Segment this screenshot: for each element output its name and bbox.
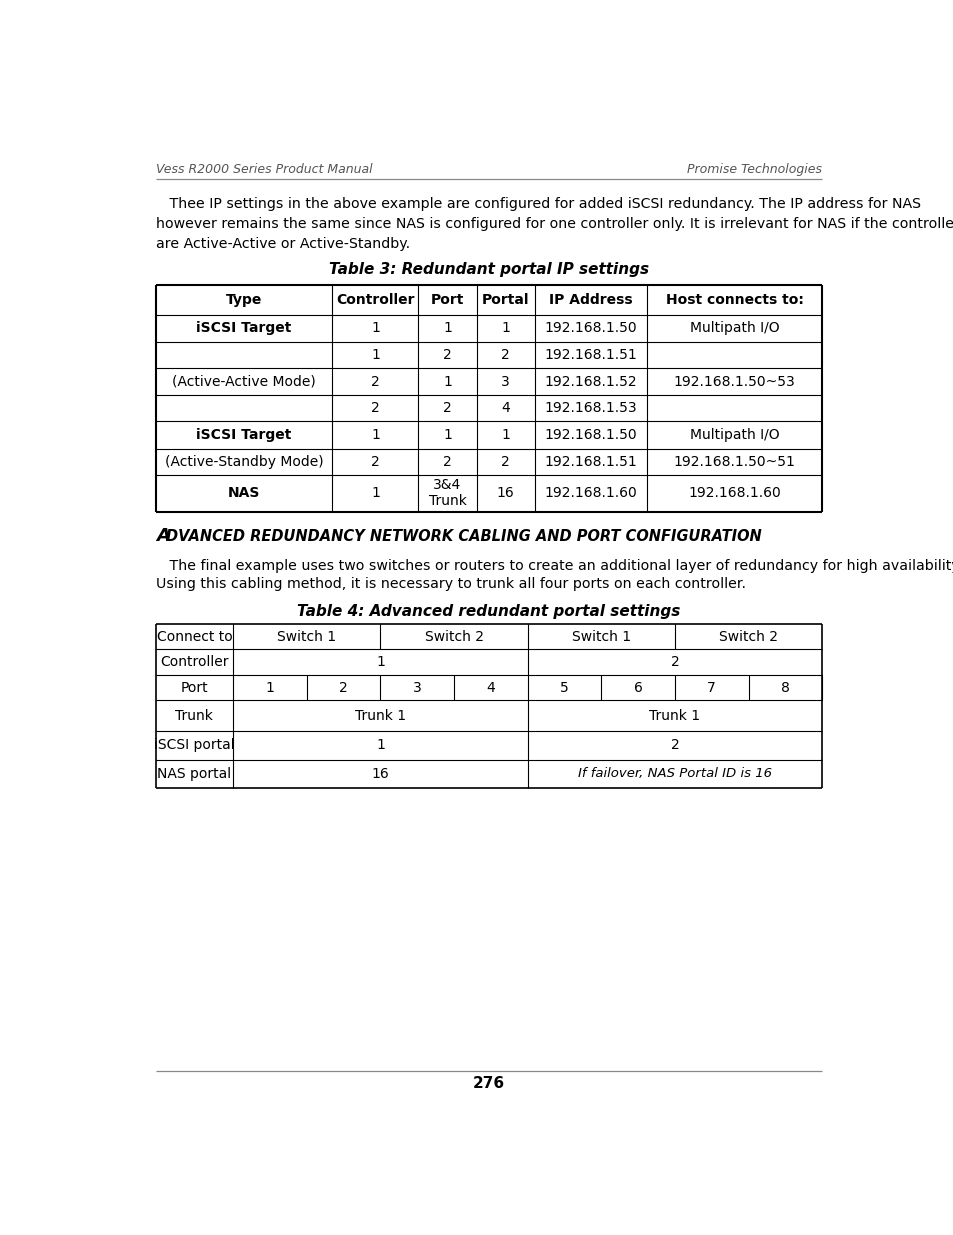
Text: iSCSI Target: iSCSI Target [196, 321, 292, 336]
Text: The final example uses two switches or routers to create an additional layer of : The final example uses two switches or r… [155, 558, 953, 573]
Text: Multipath I/O: Multipath I/O [689, 321, 779, 336]
Text: 192.168.1.51: 192.168.1.51 [544, 348, 637, 362]
Text: 1: 1 [371, 427, 379, 442]
Text: Using this cabling method, it is necessary to trunk all four ports on each contr: Using this cabling method, it is necessa… [155, 577, 745, 592]
Text: are Active-Active or Active-Standby.: are Active-Active or Active-Standby. [155, 237, 410, 251]
Text: Port: Port [180, 680, 208, 694]
Text: 192.168.1.50: 192.168.1.50 [544, 427, 637, 442]
Text: 1: 1 [371, 487, 379, 500]
Text: Trunk: Trunk [175, 709, 213, 722]
Text: Controller: Controller [335, 293, 415, 306]
Text: 192.168.1.60: 192.168.1.60 [544, 487, 637, 500]
Text: 2: 2 [670, 739, 679, 752]
Text: Type: Type [226, 293, 262, 306]
Text: Vess R2000 Series Product Manual: Vess R2000 Series Product Manual [155, 163, 372, 177]
Text: Thee IP settings in the above example are configured for added iSCSI redundancy.: Thee IP settings in the above example ar… [155, 196, 920, 211]
Text: Trunk 1: Trunk 1 [649, 709, 700, 722]
Text: 276: 276 [473, 1076, 504, 1092]
Text: Port: Port [431, 293, 464, 306]
Text: If failover, NAS Portal ID is 16: If failover, NAS Portal ID is 16 [578, 767, 771, 781]
Text: (Active-Standby Mode): (Active-Standby Mode) [165, 454, 323, 468]
Text: 1: 1 [442, 427, 452, 442]
Text: 16: 16 [371, 767, 389, 781]
Text: Switch 1: Switch 1 [571, 630, 630, 643]
Text: iSCSI portal: iSCSI portal [154, 739, 234, 752]
Text: 16: 16 [497, 487, 514, 500]
Text: 7: 7 [706, 680, 716, 694]
Text: Multipath I/O: Multipath I/O [689, 427, 779, 442]
Text: 192.168.1.50~51: 192.168.1.50~51 [673, 454, 795, 468]
Text: 2: 2 [339, 680, 348, 694]
Text: 192.168.1.50~53: 192.168.1.50~53 [673, 374, 795, 389]
Text: Promise Technologies: Promise Technologies [686, 163, 821, 177]
Text: NAS: NAS [228, 487, 260, 500]
Text: 2: 2 [371, 454, 379, 468]
Text: 4: 4 [500, 400, 510, 415]
Text: 6: 6 [633, 680, 642, 694]
Text: Controller: Controller [160, 656, 229, 669]
Text: 3: 3 [413, 680, 421, 694]
Text: A: A [155, 527, 170, 546]
Text: 3&4
Trunk: 3&4 Trunk [428, 478, 466, 509]
Text: NAS portal: NAS portal [157, 767, 232, 781]
Text: 1: 1 [442, 374, 452, 389]
Text: IP Address: IP Address [548, 293, 632, 306]
Text: 2: 2 [670, 656, 679, 669]
Text: 192.168.1.60: 192.168.1.60 [687, 487, 781, 500]
Text: Trunk 1: Trunk 1 [355, 709, 406, 722]
Text: Portal: Portal [481, 293, 529, 306]
Text: 2: 2 [442, 400, 452, 415]
Text: 1: 1 [500, 427, 510, 442]
Text: 1: 1 [500, 321, 510, 336]
Text: 1: 1 [375, 656, 384, 669]
Text: DVANCED REDUNDANCY NETWORK CABLING AND PORT CONFIGURATION: DVANCED REDUNDANCY NETWORK CABLING AND P… [166, 529, 760, 543]
Text: however remains the same since NAS is configured for one controller only. It is : however remains the same since NAS is co… [155, 216, 953, 231]
Text: 192.168.1.53: 192.168.1.53 [544, 400, 637, 415]
Text: 5: 5 [559, 680, 568, 694]
Text: 1: 1 [265, 680, 274, 694]
Text: iSCSI Target: iSCSI Target [196, 427, 292, 442]
Text: 2: 2 [442, 454, 452, 468]
Text: Connect to: Connect to [156, 630, 233, 643]
Text: (Active-Active Mode): (Active-Active Mode) [172, 374, 315, 389]
Text: Switch 1: Switch 1 [277, 630, 336, 643]
Text: 4: 4 [486, 680, 495, 694]
Text: 192.168.1.51: 192.168.1.51 [544, 454, 637, 468]
Text: 2: 2 [371, 400, 379, 415]
Text: Table 3: Redundant portal IP settings: Table 3: Redundant portal IP settings [329, 262, 648, 278]
Text: Switch 2: Switch 2 [424, 630, 483, 643]
Text: Host connects to:: Host connects to: [665, 293, 802, 306]
Text: 192.168.1.52: 192.168.1.52 [544, 374, 637, 389]
Text: Table 4: Advanced redundant portal settings: Table 4: Advanced redundant portal setti… [297, 604, 679, 619]
Text: 192.168.1.50: 192.168.1.50 [544, 321, 637, 336]
Text: 2: 2 [371, 374, 379, 389]
Text: 1: 1 [442, 321, 452, 336]
Text: 8: 8 [781, 680, 789, 694]
Text: 2: 2 [442, 348, 452, 362]
Text: 2: 2 [500, 348, 510, 362]
Text: 1: 1 [371, 321, 379, 336]
Text: 3: 3 [500, 374, 510, 389]
Text: Switch 2: Switch 2 [719, 630, 778, 643]
Text: 2: 2 [500, 454, 510, 468]
Text: 1: 1 [375, 739, 384, 752]
Text: 1: 1 [371, 348, 379, 362]
